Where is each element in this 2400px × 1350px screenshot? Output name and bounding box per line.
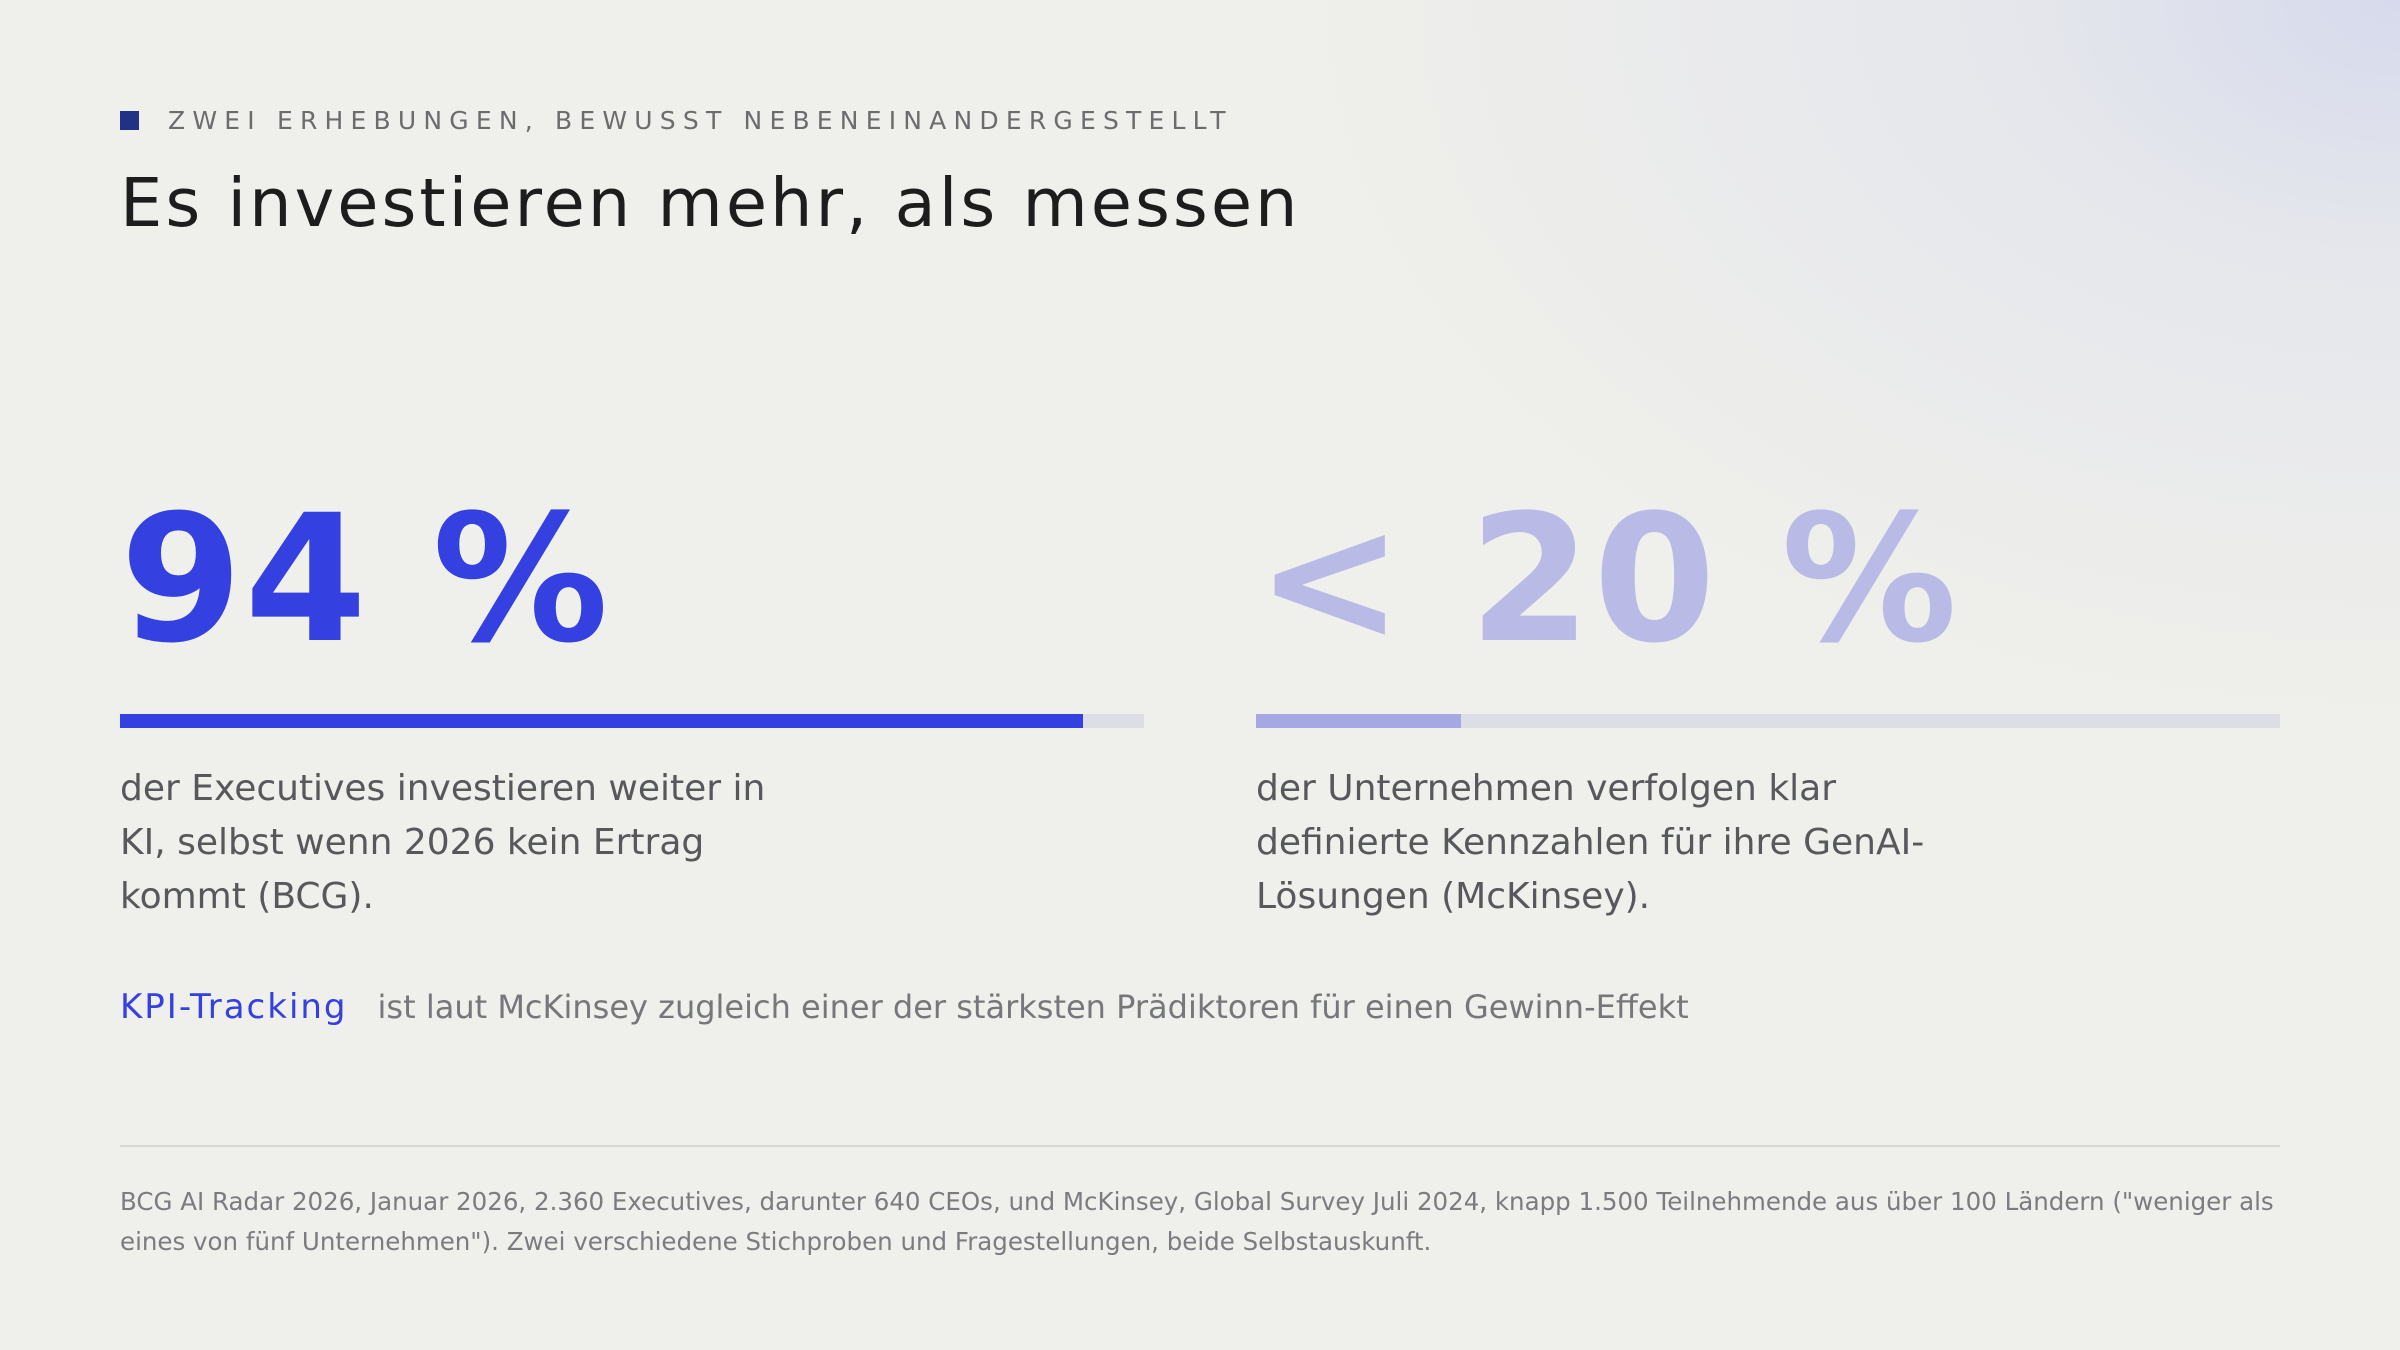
source-footnote: BCG AI Radar 2026, Januar 2026, 2.360 Ex… bbox=[120, 1187, 2274, 1256]
eyebrow-text: ZWEI ERHEBUNGEN, BEWUSST NEBENEINANDERGE… bbox=[168, 105, 1233, 135]
footnote-divider bbox=[120, 1145, 2280, 1147]
stat-description-executives: der Executives investieren weiter in KI,… bbox=[120, 768, 766, 917]
stat-value-executives: 94 % bbox=[120, 477, 611, 682]
progress-fill-companies bbox=[1256, 714, 1461, 728]
kpi-note: KPI-Tracking ist laut McKinsey zugleich … bbox=[120, 982, 1689, 1032]
eyebrow-square-icon bbox=[120, 110, 139, 130]
eyebrow: ZWEI ERHEBUNGEN, BEWUSST NEBENEINANDERGE… bbox=[120, 104, 1233, 136]
progress-fill-executives bbox=[120, 714, 1083, 728]
stat-value-companies: < 20 % bbox=[1256, 477, 1960, 682]
kpi-label: KPI-Tracking bbox=[120, 987, 348, 1027]
progress-bar-executives bbox=[120, 714, 1144, 728]
kpi-text: ist laut McKinsey zugleich einer der stä… bbox=[377, 988, 1689, 1026]
progress-bar-companies bbox=[1256, 714, 2280, 728]
stat-description-companies: der Unternehmen verfolgen klar definiert… bbox=[1256, 768, 1925, 917]
slide-title: Es investieren mehr, als messen bbox=[120, 164, 1301, 242]
